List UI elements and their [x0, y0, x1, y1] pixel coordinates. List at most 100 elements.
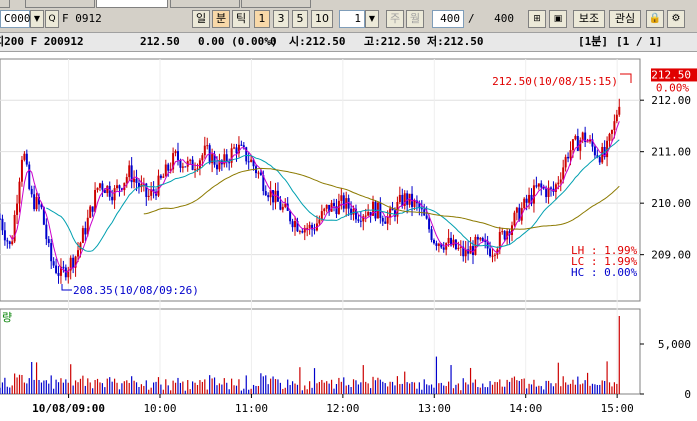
candle-body: [610, 130, 613, 134]
candle-body: [247, 161, 250, 163]
candle-body: [547, 187, 550, 197]
candle-body: [255, 166, 257, 174]
candle-body: [593, 146, 596, 156]
candle-body: [369, 211, 372, 216]
candle-body: [567, 156, 570, 159]
candle-body: [230, 148, 233, 163]
candle-body: [206, 145, 209, 147]
candle-body: [218, 160, 221, 170]
candle-body: [176, 151, 179, 161]
candle-body: [550, 187, 553, 189]
period-tick-button[interactable]: 틱: [232, 10, 250, 28]
price-tick-label: 211.00: [651, 146, 691, 159]
candle-body: [67, 270, 70, 278]
candle-body: [50, 243, 53, 262]
interval-dropdown-button[interactable]: ▼: [365, 10, 379, 28]
candle-body: [145, 183, 148, 197]
candle-body: [189, 159, 192, 161]
interval-input[interactable]: 1: [339, 10, 365, 28]
low-annotation-pointer: [61, 284, 72, 291]
candle-body: [357, 219, 360, 221]
candle-body: [447, 237, 450, 244]
search-icon[interactable]: Q: [45, 10, 59, 28]
volume-panel-label: 량: [2, 311, 12, 324]
count-input[interactable]: 400: [432, 10, 464, 28]
candle-body: [459, 246, 462, 248]
period-week-button[interactable]: 주: [386, 10, 404, 28]
candle-body: [98, 183, 101, 188]
code-input[interactable]: C000: [0, 10, 31, 28]
candle-body: [125, 177, 128, 183]
page-indicator: [1 / 1]: [616, 35, 663, 48]
candle-body: [333, 202, 336, 207]
candle-body: [325, 204, 328, 209]
candle-body: [432, 239, 435, 244]
candle-body: [406, 193, 409, 205]
time-tick-label: 13:00: [418, 402, 451, 415]
candle-body: [215, 164, 218, 170]
price-chart[interactable]: 212.00 211.00 210.00 209.00 5,000 0 량 10/08/09:…: [0, 51, 697, 421]
range-stat: HC : 0.00%: [571, 266, 638, 279]
tab-edge[interactable]: [0, 0, 10, 8]
candle-body: [91, 206, 94, 212]
candle-body: [591, 139, 594, 147]
interval-5-button[interactable]: 5: [292, 10, 308, 28]
candle-body: [130, 165, 133, 183]
price-tick-label: 210.00: [651, 197, 691, 210]
candle-body: [581, 132, 584, 141]
watchlist-button[interactable]: 관심: [609, 10, 641, 28]
candle-body: [430, 229, 433, 240]
candle-body: [501, 231, 504, 233]
candle-body: [106, 185, 109, 194]
current-price-marker: [651, 68, 697, 82]
candle-body: [294, 221, 297, 228]
tab-elw-chart[interactable]: [241, 0, 311, 8]
volume-tick-label: 5,000: [658, 338, 691, 351]
candle-body: [108, 185, 111, 197]
candle-body: [40, 204, 43, 208]
candle-body: [340, 195, 343, 201]
time-tick-label: 10/08/09:00: [32, 402, 105, 415]
interval-10-button[interactable]: 10: [311, 10, 333, 28]
candle-body: [476, 236, 479, 240]
save-icon[interactable]: ▣: [549, 10, 567, 28]
candle-body: [279, 201, 282, 210]
tab-index-chart[interactable]: [25, 0, 95, 8]
candle-body: [471, 246, 474, 255]
code-dropdown-button[interactable]: ▼: [30, 10, 44, 28]
interval-1-button[interactable]: 1: [254, 10, 270, 28]
candle-body: [342, 195, 345, 209]
candle-body: [542, 187, 545, 189]
candle-body: [613, 121, 616, 131]
candle-body: [362, 216, 365, 222]
period-month-button[interactable]: 월: [406, 10, 424, 28]
candle-body: [274, 190, 277, 203]
time-tick-label: 14:00: [509, 402, 542, 415]
candle-body: [3, 230, 6, 241]
candle-body: [615, 114, 618, 122]
tab-futures-chart[interactable]: [96, 0, 168, 8]
candle-body: [94, 190, 97, 212]
candle-body: [532, 185, 535, 204]
candle-body: [528, 194, 531, 203]
candle-body: [13, 214, 16, 242]
candle-body: [11, 241, 14, 245]
period-day-button[interactable]: 일: [192, 10, 210, 28]
interval-3-button[interactable]: 3: [273, 10, 289, 28]
candle-body: [8, 241, 11, 245]
candle-body: [601, 146, 604, 163]
assist-indicator-button[interactable]: 보조: [573, 10, 605, 28]
price-tick-label: 209.00: [651, 249, 691, 262]
candle-body: [147, 195, 150, 197]
candle-body: [298, 231, 301, 233]
candle-body: [23, 153, 26, 160]
settings-icon[interactable]: ⚙: [667, 10, 685, 28]
zoom-icon[interactable]: ⊞: [528, 10, 546, 28]
open-price: 시:212.50: [289, 35, 346, 48]
lock-icon[interactable]: 🔒: [646, 10, 664, 28]
tab-overseas-chart[interactable]: [170, 0, 240, 8]
candle-body: [525, 198, 528, 203]
period-minute-button[interactable]: 분: [212, 10, 230, 28]
candle-body: [506, 231, 509, 240]
candle-body: [225, 154, 228, 163]
